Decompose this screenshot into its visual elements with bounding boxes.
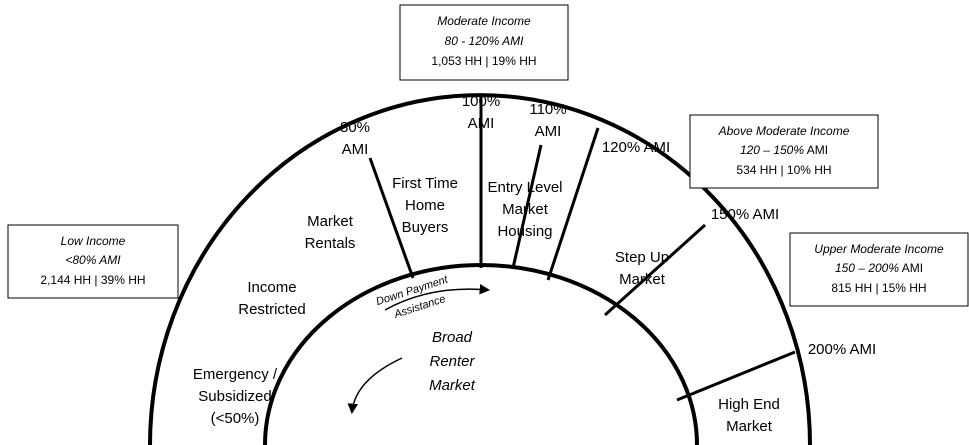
segment-label: Income <box>247 279 296 296</box>
box <box>789 232 969 307</box>
segment-label: Subsidized <box>198 388 271 405</box>
dividers <box>368 95 796 402</box>
box-title: Upper Moderate Income <box>814 242 944 256</box>
segment-label: Home <box>405 197 445 214</box>
center-label: Market <box>429 377 476 394</box>
threshold-label: AMI <box>342 141 369 158</box>
divider <box>511 144 543 269</box>
segment-label: Restricted <box>238 301 306 318</box>
divider <box>368 157 415 279</box>
threshold-label: 200% AMI <box>808 341 876 358</box>
unit: AMI <box>807 143 828 157</box>
divider <box>546 127 600 281</box>
divider <box>676 350 796 402</box>
box-range: 120 – 150% AMI <box>740 143 828 157</box>
box <box>7 224 179 299</box>
threshold-label: AMI <box>468 115 495 132</box>
labels: 80% AMI 100% AMI 110% AMI 120% AMI 150% AMI 200%… <box>193 93 876 435</box>
segment-label: Market <box>619 271 666 288</box>
box-households: 2,144 HH | 39% HH <box>40 273 145 287</box>
box <box>399 4 569 81</box>
segment-label: Step Up <box>615 249 669 266</box>
segment-label: Market <box>726 418 773 435</box>
box-title: Moderate Income <box>437 14 531 28</box>
center-label: Renter <box>429 353 475 370</box>
segment-label: Market <box>307 213 354 230</box>
unit: AMI <box>902 261 923 275</box>
threshold-label: 100% <box>462 93 500 110</box>
segment-label: Emergency / <box>193 366 278 383</box>
box <box>689 114 879 189</box>
center-label: Broad <box>432 329 473 346</box>
range: 120 – 150% <box>740 143 804 157</box>
arrow <box>347 357 403 415</box>
box-households: 534 HH | 10% HH <box>736 163 831 177</box>
arcs <box>148 93 812 445</box>
segment-label: First Time <box>392 175 458 192</box>
box-range: 150 – 200% AMI <box>835 261 923 275</box>
segment-label: High End <box>718 396 780 413</box>
boxes: Moderate Income 80 - 120% AMI 1,053 HH |… <box>7 4 969 307</box>
box-households: 1,053 HH | 19% HH <box>431 54 536 68</box>
threshold-label: 120% AMI <box>602 139 670 156</box>
range: 150 – 200% <box>835 261 899 275</box>
box-title: Above Moderate Income <box>718 124 850 138</box>
segment-label: (<50%) <box>211 410 260 427</box>
segment-label: Housing <box>497 223 552 240</box>
segment-label: Market <box>502 201 549 218</box>
divider <box>603 223 707 317</box>
threshold-label: AMI <box>535 123 562 140</box>
segment-label: Rentals <box>305 235 356 252</box>
box-range: 80 - 120% AMI <box>445 34 525 48</box>
threshold-label: 80% <box>340 119 370 136</box>
box-range: <80% AMI <box>65 253 121 267</box>
segment-label: Buyers <box>402 219 449 236</box>
threshold-label: 150% AMI <box>711 206 779 223</box>
box-title: Low Income <box>61 234 126 248</box>
segment-label: Entry Level <box>487 179 562 196</box>
arrow <box>384 284 491 311</box>
box-households: 815 HH | 15% HH <box>831 281 926 295</box>
threshold-label: 110% <box>529 101 566 118</box>
